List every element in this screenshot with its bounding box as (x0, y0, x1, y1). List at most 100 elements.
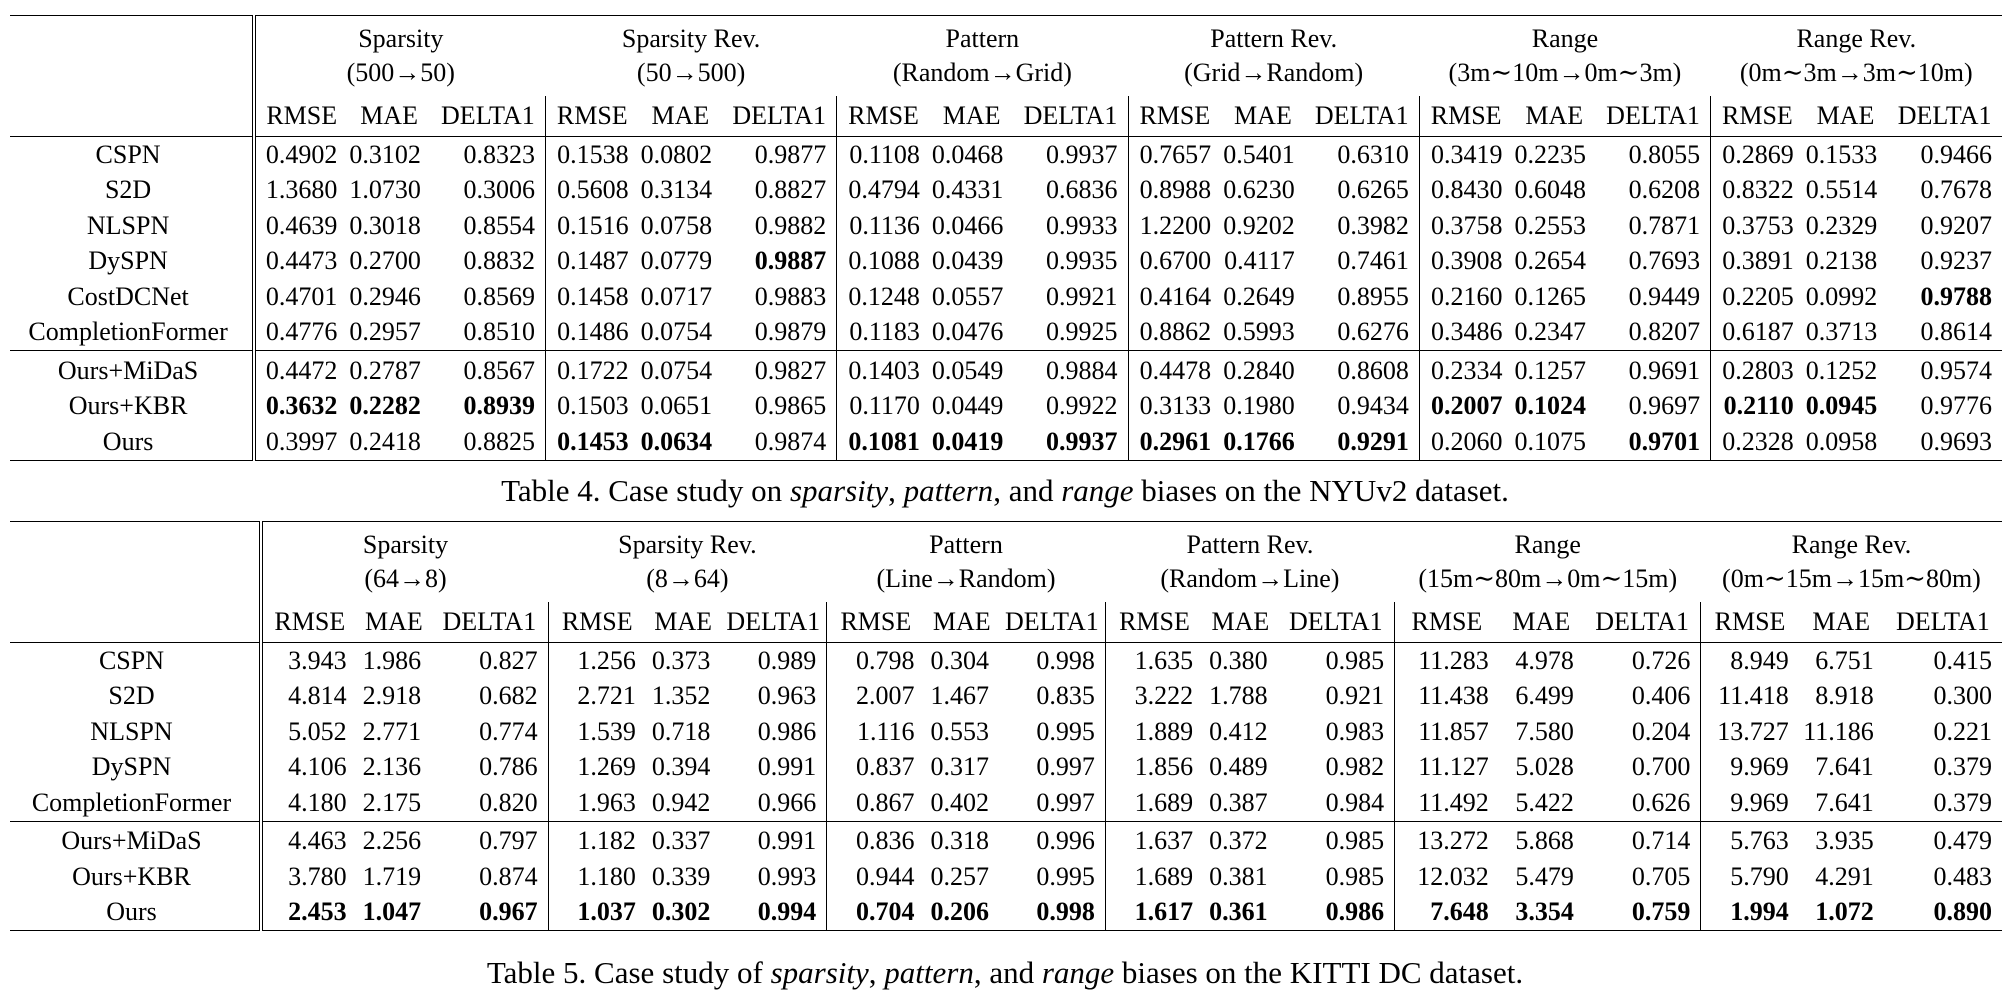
metric-value: 5.868 (1515, 826, 1574, 856)
metric-value: 1.994 (1700, 894, 1799, 931)
table-row: DySPN 4.106 2.136 0.786 1.269 0.394 0.991 0.837… (10, 749, 2002, 785)
group-name: Pattern Rev. (1186, 530, 1314, 559)
metric-value: 7.580 (1515, 716, 1574, 746)
metric-header: RMSE (826, 602, 925, 643)
metric-header: RMSE (547, 602, 646, 643)
metric-value: 0.700 (1631, 752, 1691, 782)
metric-value: 0.8207 (1628, 317, 1701, 347)
caption-sep: , (888, 473, 904, 508)
group-setting: (64→8) (364, 564, 447, 593)
section-divider (10, 820, 2002, 824)
metric-value: 4.814 (258, 678, 357, 714)
metric-value: 0.1248 (836, 279, 930, 315)
group-header: Pattern Rev. (Random→Line) (1105, 521, 1395, 602)
metric-value: 13.272 (1394, 823, 1499, 859)
divider-cell (720, 820, 827, 824)
group-header: Pattern Rev. (Grid→Random) (1128, 15, 1420, 96)
metric-value: 0.0449 (931, 391, 1004, 421)
metric-value: 2.771 (362, 716, 422, 746)
metric-value: 0.985 (1325, 861, 1385, 891)
divider-cell (924, 820, 999, 824)
metric-value: 0.704 (826, 894, 925, 931)
metric-value: 0.1081 (836, 424, 930, 461)
metric-value: 0.3133 (1127, 388, 1222, 424)
metric-value: 0.786 (479, 752, 538, 782)
metric-value: 0.9237 (1920, 246, 1993, 276)
metric-value: 1.072 (1798, 894, 1884, 931)
divider-cell (1512, 350, 1596, 353)
metric-value: 0.995 (1036, 861, 1095, 891)
section-divider (10, 350, 2002, 353)
metric-value: 0.373 (645, 642, 721, 679)
metric-value: 0.2328 (1710, 424, 1804, 461)
metric-value: 1.180 (547, 859, 646, 895)
metric-value: 0.820 (479, 787, 538, 817)
metric-value: 0.2235 (1512, 136, 1596, 173)
metric-header: DELTA1 (1896, 607, 1990, 636)
metric-value: 4.106 (258, 749, 357, 785)
metric-value: 0.2787 (349, 355, 421, 385)
metric-value: 7.648 (1394, 894, 1499, 931)
metric-value: 0.8988 (1127, 172, 1222, 208)
metric-value: 0.3632 (252, 388, 348, 424)
metric-value: 1.0730 (349, 175, 421, 205)
metric-value: 0.6836 (1046, 175, 1118, 205)
metric-value: 0.6187 (1710, 314, 1804, 351)
metric-value: 0.4794 (836, 172, 930, 208)
metric-value: 0.2649 (1223, 281, 1295, 311)
metric-value: 0.8430 (1418, 172, 1513, 208)
metric-value: 2.721 (547, 678, 646, 714)
metric-value: 0.1486 (544, 314, 639, 351)
metric-value: 0.1403 (836, 353, 930, 389)
divider-cell (1013, 350, 1129, 353)
metric-value: 0.1183 (836, 314, 930, 351)
method-name: DySPN (88, 246, 168, 276)
group-setting: (3m∼10m→0m∼3m) (1448, 58, 1682, 87)
metric-value: 0.8322 (1710, 172, 1804, 208)
metric-value: 0.9935 (1046, 246, 1118, 276)
metric-value: 0.682 (479, 681, 538, 711)
method-name: Ours+KBR (68, 391, 188, 421)
metric-value: 0.3997 (252, 424, 348, 461)
metric-value: 0.415 (1883, 642, 2002, 679)
metric-value: 0.9827 (754, 355, 827, 385)
metric-value: 0.4776 (252, 314, 348, 351)
divider-cell (722, 350, 837, 353)
metric-value: 5.479 (1515, 861, 1574, 891)
metric-value: 0.8323 (430, 136, 546, 173)
metric-value: 0.9466 (1887, 136, 2002, 173)
group-name: Sparsity (358, 24, 444, 53)
metric-header: MAE (365, 607, 423, 636)
metric-value: 0.2803 (1710, 353, 1804, 389)
divider-cell (1887, 350, 2002, 353)
metric-header: RMSE (1104, 602, 1204, 643)
metric-value: 0.966 (757, 787, 817, 817)
metric-value: 1.116 (826, 714, 925, 750)
metric-value: 0.1766 (1221, 424, 1305, 461)
divider-cell (430, 350, 546, 353)
metric-value: 0.483 (1933, 861, 1993, 891)
metric-value: 0.2138 (1805, 246, 1878, 276)
metric-value: 0.2329 (1805, 210, 1878, 240)
metric-value: 0.361 (1203, 894, 1278, 931)
divider-cell (258, 820, 357, 824)
group-name: Pattern (945, 24, 1020, 53)
corner-cell (10, 602, 261, 643)
metric-value: 0.718 (651, 716, 711, 746)
divider-cell (645, 820, 721, 824)
metric-value: 0.4701 (252, 279, 348, 315)
method-name: Ours+MiDaS (61, 826, 202, 856)
metric-value: 0.4472 (252, 353, 348, 389)
metric-value: 0.774 (479, 716, 538, 746)
metric-value: 1.2200 (1127, 208, 1222, 244)
corner-cell (10, 15, 255, 96)
metric-value: 0.1453 (544, 424, 639, 461)
metric-header: MAE (654, 607, 713, 636)
metric-value: 0.0802 (638, 136, 723, 173)
metric-value: 0.2553 (1514, 210, 1587, 240)
table-row: S2D 4.814 2.918 0.682 2.721 1.352 0.963 2.007 1.… (10, 678, 2002, 714)
metric-value: 1.047 (356, 894, 432, 931)
metric-value: 0.942 (651, 787, 711, 817)
metric-value: 1.986 (356, 642, 432, 679)
metric-value: 5.763 (1700, 823, 1799, 859)
